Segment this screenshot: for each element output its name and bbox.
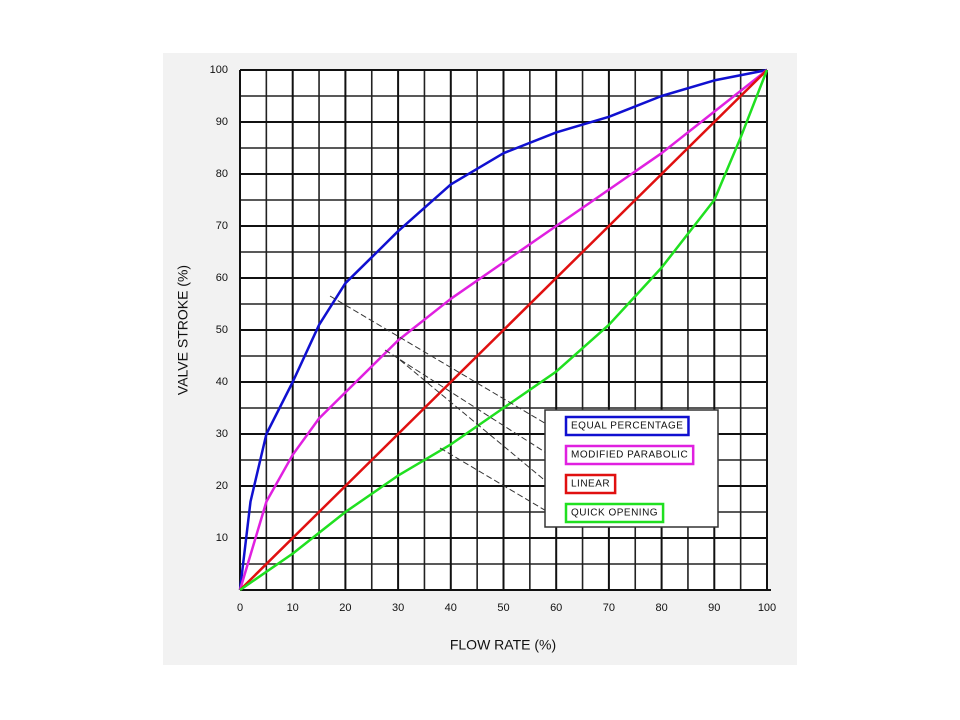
y-tick-label: 70	[216, 220, 228, 232]
series-line	[238, 69, 768, 591]
y-tick-label: 100	[210, 64, 228, 76]
x-tick-label: 0	[237, 602, 243, 614]
y-tick-label: 80	[216, 168, 228, 180]
x-tick-label: 90	[708, 602, 720, 614]
x-tick-label: 80	[655, 602, 667, 614]
legend-swatch	[564, 502, 665, 524]
x-tick-label: 70	[603, 602, 615, 614]
series-line	[239, 69, 769, 592]
y-tick-label: 10	[216, 532, 228, 544]
x-tick-label: 10	[287, 602, 299, 614]
legend-label: EQUAL PERCENTAGE	[571, 421, 683, 432]
series-line	[239, 69, 768, 591]
leader-line	[399, 359, 549, 484]
y-axis-label: VALVE STROKE (%)	[175, 265, 191, 395]
leader-line	[439, 447, 549, 513]
legend-swatch	[564, 444, 695, 466]
x-tick-label: 20	[339, 602, 351, 614]
x-tick-label: 40	[445, 602, 457, 614]
y-tick-label: 30	[216, 428, 228, 440]
y-tick-label: 90	[216, 116, 228, 128]
series-line	[238, 68, 768, 591]
legend-label: QUICK OPENING	[571, 508, 658, 519]
x-tick-label: 100	[758, 602, 776, 614]
legend-label: LINEAR	[571, 479, 610, 490]
legend-label: MODIFIED PARABOLIC	[571, 450, 688, 461]
leader-lines	[329, 295, 549, 513]
leader-line	[384, 349, 549, 455]
x-tick-label: 60	[550, 602, 562, 614]
legend-swatch	[564, 415, 690, 437]
y-tick-label: 20	[216, 480, 228, 492]
legend: EQUAL PERCENTAGE MODIFIED PARABOLIC LINEAR…	[564, 415, 695, 524]
curves	[238, 68, 769, 592]
y-tick-label: 60	[216, 272, 228, 284]
x-axis-label: FLOW RATE (%)	[450, 637, 556, 653]
x-tick-label: 30	[392, 602, 404, 614]
leader-line	[329, 295, 549, 426]
y-tick-label: 50	[216, 324, 228, 336]
legend-swatch	[564, 473, 617, 495]
y-tick-label: 40	[216, 376, 228, 388]
x-tick-label: 50	[497, 602, 509, 614]
